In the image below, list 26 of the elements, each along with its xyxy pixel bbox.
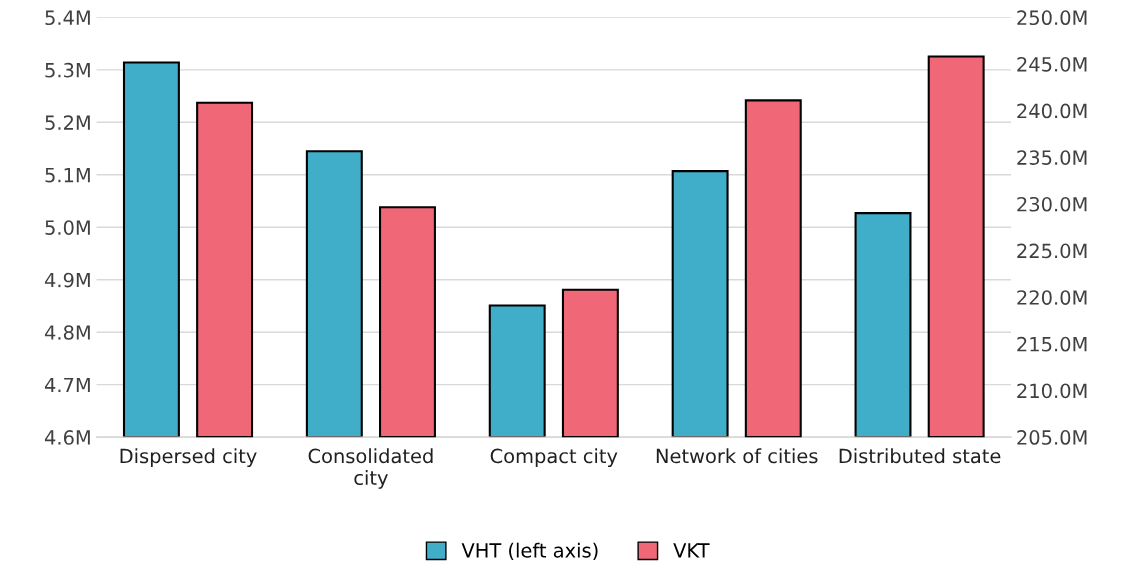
x-tick-label: Compact city — [490, 448, 618, 468]
y-tick-label: 4.8M — [44, 325, 90, 340]
x-tick-label: Dispersed city — [120, 448, 257, 468]
x-tick-label: Consolidated city — [308, 448, 433, 489]
x-tick-label: Network of cities — [656, 448, 818, 464]
y-tick-label: 5.4M — [45, 10, 90, 26]
y2-tick-label: 235.0M — [1017, 150, 1087, 165]
y2-tick-label: 205.0M — [1017, 430, 1087, 445]
y2-tick-label: 220.0M — [1017, 290, 1087, 305]
y2-tick-label: 210.0M — [1017, 383, 1087, 399]
y-tick-label: 5.3M — [45, 62, 90, 78]
y-tick-label: 4.9M — [44, 272, 90, 288]
legend-label: VKT — [673, 543, 710, 558]
y-tick-label: 4.7M — [44, 377, 90, 393]
y2-tick-label: 250.0M — [1017, 10, 1087, 26]
y2-tick-label: 215.0M — [1017, 336, 1087, 352]
legend-label: VHT (left axis) — [461, 542, 598, 561]
y2-tick-label: 225.0M — [1017, 243, 1087, 259]
y-tick-label: 4.6M — [44, 430, 90, 445]
y2-tick-label: 230.0M — [1017, 196, 1087, 212]
y-tick-label: 5.1M — [45, 168, 90, 183]
y2-tick-label: 240.0M — [1017, 103, 1087, 119]
x-tick-label: Distributed state — [839, 448, 1001, 464]
y2-tick-label: 245.0M — [1017, 56, 1087, 72]
y-tick-label: 5.0M — [45, 220, 90, 235]
y-tick-label: 5.2M — [45, 115, 90, 130]
